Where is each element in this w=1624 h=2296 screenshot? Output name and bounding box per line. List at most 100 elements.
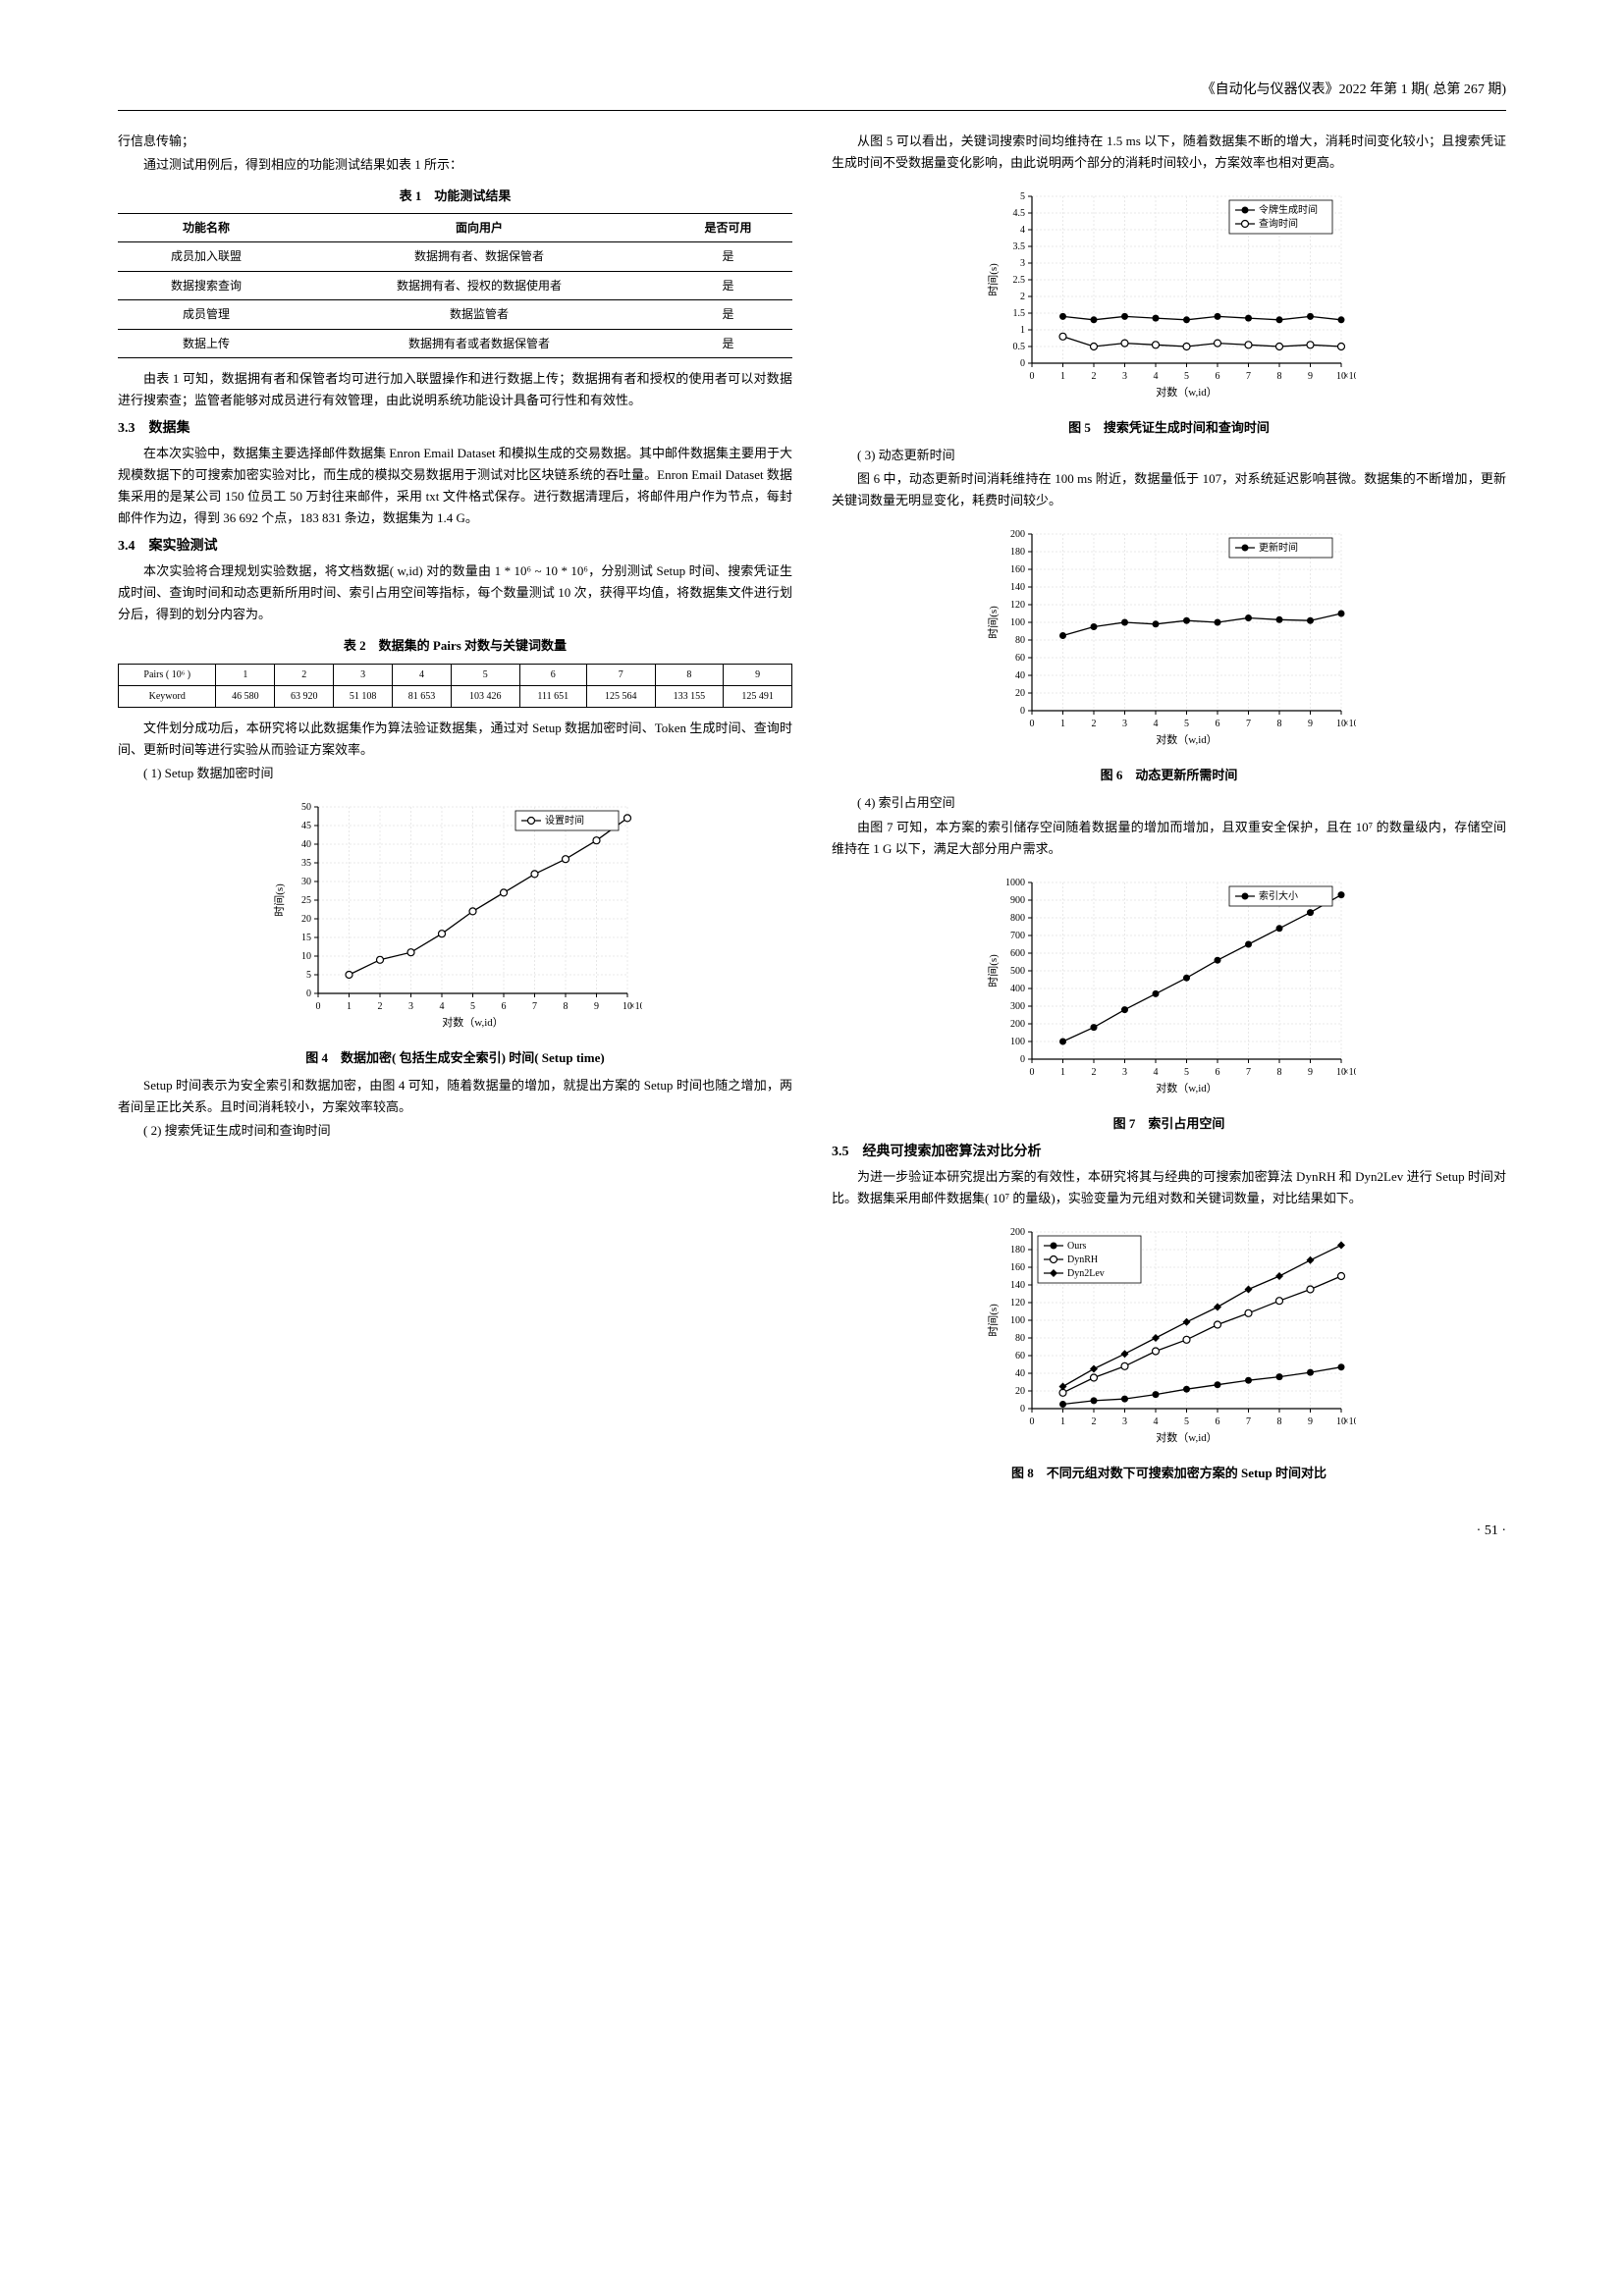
svg-text:时间(s): 时间(s) — [273, 883, 286, 917]
th: 功能名称 — [118, 214, 295, 242]
td: 数据拥有者、授权的数据使用者 — [295, 271, 664, 299]
svg-text:40: 40 — [1015, 670, 1025, 681]
svg-text:80: 80 — [1015, 635, 1025, 646]
svg-text:300: 300 — [1010, 1001, 1025, 1012]
svg-text:0.5: 0.5 — [1012, 342, 1025, 352]
svg-text:7: 7 — [1246, 1067, 1251, 1078]
svg-text:9: 9 — [1308, 371, 1313, 382]
td: 数据上传 — [118, 329, 295, 357]
svg-text:900: 900 — [1010, 895, 1025, 906]
section-3-3: 3.3 数据集 — [118, 417, 792, 441]
svg-text:100: 100 — [1010, 1315, 1025, 1326]
svg-text:2.5: 2.5 — [1012, 275, 1025, 286]
svg-text:0: 0 — [1020, 1054, 1025, 1065]
svg-text:120: 120 — [1010, 600, 1025, 611]
svg-text:200: 200 — [1010, 1019, 1025, 1030]
svg-text:160: 160 — [1010, 1262, 1025, 1273]
svg-text:8: 8 — [1276, 1067, 1281, 1078]
svg-text:50: 50 — [301, 802, 311, 813]
td: 125 491 — [724, 685, 792, 707]
para: 从图 5 可以看出，关键词搜索时间均维持在 1.5 ms 以下，随着数据集不断的… — [832, 131, 1506, 174]
td: 是 — [664, 329, 792, 357]
svg-text:25: 25 — [301, 895, 311, 906]
svg-text:9: 9 — [1308, 1416, 1313, 1427]
svg-text:3: 3 — [1122, 719, 1127, 729]
svg-text:8: 8 — [1276, 1416, 1281, 1427]
sub-item: ( 1) Setup 数据加密时间 — [118, 763, 792, 784]
svg-text:对数（w,id）: 对数（w,id） — [1156, 732, 1218, 746]
table2: Pairs ( 10⁶ ) 1 2 3 4 5 6 7 8 9 Keyword … — [118, 664, 792, 708]
svg-text:2: 2 — [1091, 1067, 1096, 1078]
svg-text:DynRH: DynRH — [1067, 1255, 1098, 1265]
svg-text:7: 7 — [532, 1001, 537, 1012]
svg-text:140: 140 — [1010, 1280, 1025, 1291]
svg-text:设置时间: 设置时间 — [545, 814, 584, 827]
fig5-caption: 图 5 搜索凭证生成时间和查询时间 — [832, 417, 1506, 439]
svg-text:3: 3 — [408, 1001, 413, 1012]
svg-text:5: 5 — [470, 1001, 475, 1012]
svg-text:6: 6 — [1215, 1416, 1219, 1427]
td: 是 — [664, 271, 792, 299]
svg-text:60: 60 — [1015, 653, 1025, 664]
svg-text:4: 4 — [1153, 1416, 1158, 1427]
para: 通过测试用例后，得到相应的功能测试结果如表 1 所示： — [118, 154, 792, 176]
svg-text:3.5: 3.5 — [1012, 241, 1025, 252]
svg-text:2: 2 — [1091, 719, 1096, 729]
page-header: 《自动化与仪器仪表》2022 年第 1 期( 总第 267 期) — [118, 79, 1506, 102]
td: 1 — [216, 664, 275, 685]
svg-text:1: 1 — [347, 1001, 352, 1012]
svg-text:40: 40 — [1015, 1368, 1025, 1379]
svg-text:×10⁶: ×10⁶ — [1343, 1067, 1356, 1078]
fig7-caption: 图 7 索引占用空间 — [832, 1113, 1506, 1135]
th: 是否可用 — [664, 214, 792, 242]
svg-text:200: 200 — [1010, 1227, 1025, 1238]
svg-text:0: 0 — [1020, 706, 1025, 717]
td: 数据搜索查询 — [118, 271, 295, 299]
th: 面向用户 — [295, 214, 664, 242]
svg-text:2: 2 — [1020, 292, 1025, 302]
svg-text:200: 200 — [1010, 529, 1025, 540]
para: 图 6 中，动态更新时间消耗维持在 100 ms 附近，数据量低于 107，对系… — [832, 468, 1506, 511]
svg-text:60: 60 — [1015, 1351, 1025, 1362]
section-3-5: 3.5 经典可搜索加密算法对比分析 — [832, 1141, 1506, 1164]
svg-text:35: 35 — [301, 858, 311, 869]
td: 4 — [393, 664, 452, 685]
td: 103 426 — [451, 685, 519, 707]
svg-text:30: 30 — [301, 877, 311, 887]
svg-text:5: 5 — [1184, 371, 1189, 382]
svg-text:0: 0 — [1020, 1404, 1025, 1415]
svg-text:时间(s): 时间(s) — [987, 263, 1000, 296]
td: 3 — [334, 664, 393, 685]
td: 46 580 — [216, 685, 275, 707]
svg-text:7: 7 — [1246, 1416, 1251, 1427]
svg-text:1: 1 — [1060, 719, 1065, 729]
svg-text:8: 8 — [1276, 371, 1281, 382]
table1-caption: 表 1 功能测试结果 — [118, 186, 792, 207]
svg-text:1: 1 — [1020, 325, 1025, 336]
svg-text:4: 4 — [1020, 225, 1025, 236]
svg-text:400: 400 — [1010, 984, 1025, 994]
two-column-layout: 行信息传输； 通过测试用例后，得到相应的功能测试结果如表 1 所示： 表 1 功… — [118, 131, 1506, 1490]
td: 是 — [664, 242, 792, 271]
svg-text:4: 4 — [1153, 371, 1158, 382]
svg-text:对数（w,id）: 对数（w,id） — [1156, 385, 1218, 399]
fig8-caption: 图 8 不同元组对数下可搜索加密方案的 Setup 时间对比 — [832, 1463, 1506, 1484]
svg-text:Dyn2Lev: Dyn2Lev — [1067, 1268, 1105, 1279]
td: 111 651 — [519, 685, 586, 707]
fig4-chart: 01234567891005101520253035404550对数（w,id）… — [269, 792, 642, 1038]
svg-text:6: 6 — [1215, 1067, 1219, 1078]
svg-text:20: 20 — [1015, 1386, 1025, 1397]
svg-text:索引大小: 索引大小 — [1259, 889, 1298, 902]
svg-text:5: 5 — [1020, 191, 1025, 202]
section-3-4: 3.4 案实验测试 — [118, 535, 792, 559]
td: 7 — [586, 664, 655, 685]
svg-text:5: 5 — [1184, 1067, 1189, 1078]
para: 在本次实验中，数据集主要选择邮件数据集 Enron Email Dataset … — [118, 443, 792, 529]
svg-text:1.5: 1.5 — [1012, 308, 1025, 319]
td: 数据拥有者、数据保管者 — [295, 242, 664, 271]
svg-text:1: 1 — [1060, 371, 1065, 382]
svg-text:20: 20 — [1015, 688, 1025, 699]
svg-text:160: 160 — [1010, 564, 1025, 575]
fig5-chart: 01234567891000.511.522.533.544.55对数（w,id… — [983, 182, 1356, 407]
svg-text:0: 0 — [1029, 1067, 1034, 1078]
